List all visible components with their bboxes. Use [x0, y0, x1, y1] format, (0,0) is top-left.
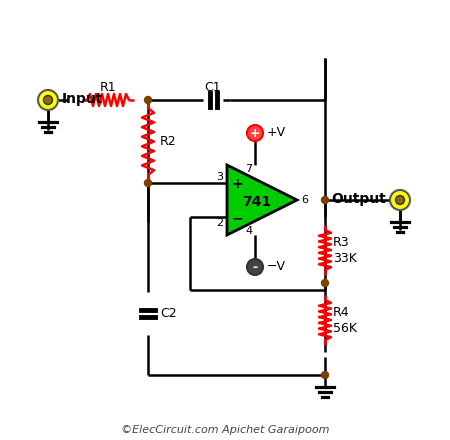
Circle shape — [144, 180, 152, 187]
Text: R2: R2 — [160, 135, 176, 148]
Text: +: + — [250, 127, 260, 139]
Text: 4: 4 — [245, 226, 252, 236]
Text: 741: 741 — [243, 195, 271, 209]
Text: 6: 6 — [301, 195, 308, 205]
Circle shape — [38, 90, 58, 110]
Text: 3: 3 — [216, 172, 223, 182]
Text: 7: 7 — [245, 164, 252, 174]
Text: C2: C2 — [160, 307, 176, 320]
Circle shape — [390, 190, 410, 210]
Text: 33K: 33K — [333, 252, 357, 264]
Polygon shape — [227, 165, 297, 235]
Text: −V: −V — [267, 260, 286, 272]
Text: C1: C1 — [205, 81, 221, 94]
Text: −: − — [231, 211, 243, 225]
Text: 56K: 56K — [333, 322, 357, 334]
Circle shape — [44, 95, 53, 105]
Circle shape — [247, 259, 263, 275]
Circle shape — [321, 279, 328, 286]
Text: R4: R4 — [333, 305, 350, 319]
Text: +: + — [231, 177, 243, 191]
Text: 2: 2 — [216, 218, 223, 228]
Text: R3: R3 — [333, 235, 350, 249]
Circle shape — [321, 371, 328, 378]
Circle shape — [321, 197, 328, 203]
Circle shape — [144, 96, 152, 103]
Circle shape — [396, 195, 405, 205]
Text: Output: Output — [331, 192, 386, 206]
Text: R1: R1 — [100, 81, 116, 94]
Circle shape — [247, 125, 263, 141]
Text: +V: +V — [267, 125, 286, 139]
Text: ©ElecCircuit.com Apichet Garaipoom: ©ElecCircuit.com Apichet Garaipoom — [121, 425, 329, 435]
Text: Input: Input — [62, 92, 104, 106]
Text: -: - — [252, 260, 257, 274]
